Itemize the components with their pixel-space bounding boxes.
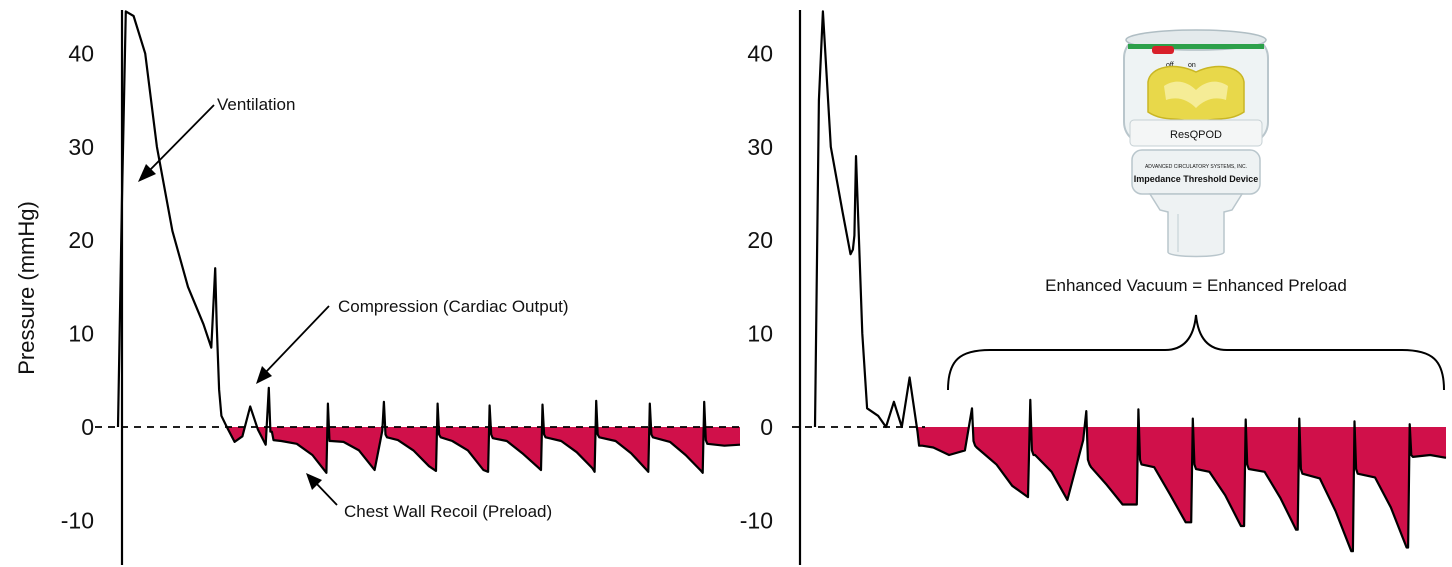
preload-region bbox=[1086, 427, 1139, 505]
switch-on-label: on bbox=[1188, 62, 1196, 69]
annotation-ventilation: Ventilation bbox=[138, 95, 295, 182]
annotation-compression: Compression (Cardiac Output) bbox=[256, 297, 569, 384]
y-tick-label: 10 bbox=[68, 321, 94, 347]
annotation-label: Ventilation bbox=[217, 95, 295, 114]
y-tick-label: 40 bbox=[747, 40, 773, 66]
resqpod-device-image: off on ResQPOD ADVANCED CIRCULATORY SYST… bbox=[1123, 29, 1269, 258]
device-red-switch bbox=[1152, 46, 1174, 54]
y-tick-label: 0 bbox=[760, 414, 773, 440]
preload-region bbox=[543, 427, 596, 472]
preload-region bbox=[1245, 427, 1300, 530]
enhanced-vacuum-label: Enhanced Vacuum = Enhanced Preload bbox=[1045, 276, 1347, 295]
device-band-text: Impedance Threshold Device bbox=[1134, 174, 1259, 184]
pressure-trace bbox=[813, 10, 1447, 553]
annotation-chest-wall-recoil: Chest Wall Recoil (Preload) bbox=[306, 473, 552, 521]
device-valve-highlight bbox=[1164, 81, 1228, 108]
preload-region bbox=[597, 427, 650, 472]
y-tick-label: 0 bbox=[81, 414, 94, 440]
y-tick-label: -10 bbox=[61, 507, 94, 533]
preload-region bbox=[651, 427, 704, 473]
preload-region bbox=[226, 427, 245, 442]
chart-with-device: -10 0 10 20 30 40 Enhanced Vacuum = Enhanced … bbox=[740, 10, 1447, 565]
preload-region bbox=[1138, 427, 1193, 523]
chart-without-device: -10 0 10 20 30 40 Pressure (mmHg) Ventilation… bbox=[14, 10, 741, 565]
device-connector bbox=[1148, 193, 1244, 258]
ventilation-arrow bbox=[147, 104, 215, 173]
preload-region bbox=[1409, 427, 1446, 458]
recoil-arrow bbox=[314, 481, 338, 506]
preload-fill-area bbox=[916, 427, 1446, 552]
switch-off-label: off bbox=[1166, 62, 1174, 69]
preload-region bbox=[438, 427, 490, 472]
preload-region bbox=[916, 427, 969, 455]
device-brand-text: ResQPOD bbox=[1170, 129, 1222, 141]
preload-region bbox=[972, 427, 1030, 498]
device-small-text: ADVANCED CIRCULATORY SYSTEMS, INC. bbox=[1145, 164, 1247, 170]
ventilation-arrowhead bbox=[138, 164, 156, 182]
y-tick-label: 30 bbox=[68, 134, 94, 160]
y-tick-labels: -10 0 10 20 30 40 bbox=[740, 40, 773, 533]
recoil-arrowhead bbox=[306, 473, 322, 490]
preload-region bbox=[1354, 427, 1410, 548]
y-tick-label: 10 bbox=[747, 321, 773, 347]
brace-bracket bbox=[947, 314, 1445, 391]
annotation-label: Chest Wall Recoil (Preload) bbox=[344, 502, 552, 521]
y-tick-label: -10 bbox=[740, 507, 773, 533]
annotation-label: Compression (Cardiac Output) bbox=[338, 297, 569, 316]
pressure-trace bbox=[116, 10, 741, 474]
preload-region bbox=[270, 427, 328, 473]
y-tick-labels: -10 0 10 20 30 40 bbox=[61, 40, 94, 533]
y-tick-label: 20 bbox=[68, 227, 94, 253]
compression-arrowhead bbox=[256, 366, 272, 384]
y-axis-label: Pressure (mmHg) bbox=[14, 201, 39, 375]
y-tick-label: 20 bbox=[747, 227, 773, 253]
device-middle-body bbox=[1131, 149, 1261, 195]
device-green-ring bbox=[1128, 44, 1264, 49]
y-tick-label: 30 bbox=[747, 134, 773, 160]
device-brand-band bbox=[1129, 119, 1263, 147]
y-tick-label: 40 bbox=[68, 40, 94, 66]
compression-arrow bbox=[263, 305, 330, 375]
preload-region bbox=[1193, 427, 1246, 526]
preload-region bbox=[1299, 427, 1355, 552]
preload-region bbox=[705, 427, 740, 446]
